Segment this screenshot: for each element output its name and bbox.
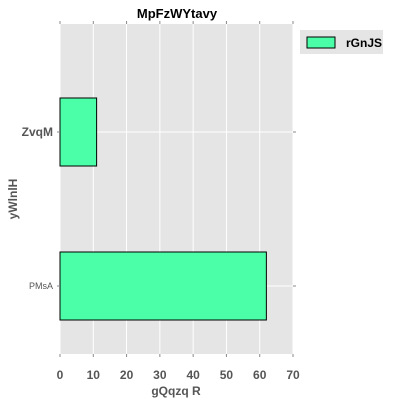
bar-PMsA [59, 251, 267, 321]
x-tick-label: 20 [120, 368, 134, 382]
x-tick-label: 30 [153, 368, 167, 382]
x-tick-label: 50 [220, 368, 234, 382]
y-tick-label-PMsA: PMsA [29, 281, 53, 291]
chart-title: MpFzWYtavy [137, 6, 218, 21]
y-tick-label-ZvqM: ZvqM [22, 125, 53, 139]
x-tick-label: 40 [186, 368, 200, 382]
axis-ticks [57, 21, 296, 357]
legend: rGnJS [300, 30, 383, 54]
x-axis-label: gQqzq R [151, 384, 201, 398]
x-tick-label: 0 [57, 368, 64, 382]
x-tick-label: 70 [286, 368, 300, 382]
legend-swatch [306, 36, 336, 49]
tick-labels: 0 10 20 30 40 50 60 70 ZvqM PMsA [22, 125, 300, 382]
y-axis-label: yWlnlH [6, 179, 20, 220]
legend-label-rGnJS: rGnJS [346, 36, 382, 50]
x-tick-label: 60 [253, 368, 267, 382]
bar-ZvqM [59, 97, 98, 167]
bars [59, 97, 267, 321]
x-tick-label: 10 [87, 368, 101, 382]
